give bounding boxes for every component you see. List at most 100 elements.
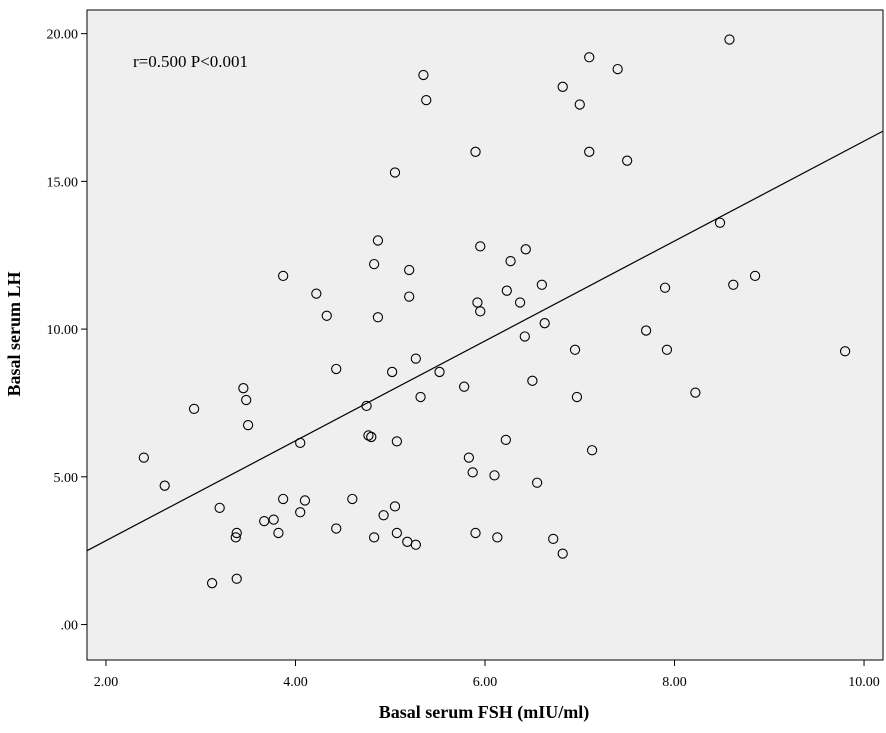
data-point [230,532,241,543]
data-point [389,167,401,178]
data-point [188,403,200,415]
data-point [839,346,851,357]
y-tick-label: .00 [61,619,79,634]
data-point [527,375,538,386]
data-point [238,383,249,394]
data-point [410,353,421,364]
data-point [366,431,377,443]
data-point [321,310,332,321]
data-point [714,217,726,228]
data-point [539,318,550,329]
data-point [242,419,254,431]
data-point [514,297,526,308]
data-point [467,467,478,478]
y-tick-label: 5.00 [54,471,79,486]
data-point [231,527,242,539]
data-point [434,366,445,378]
data-point [378,510,389,521]
data-point [492,532,503,543]
data-point [475,306,486,317]
data-point [519,331,530,342]
data-point [372,235,384,246]
data-point [584,146,595,157]
data-point [347,493,358,505]
data-point [138,452,150,463]
data-point [470,527,481,539]
x-tick-label: 8.00 [662,675,687,690]
data-point [295,507,306,518]
data-point [463,452,475,463]
data-point [415,391,426,403]
data-point [404,291,415,302]
x-tick-label: 6.00 [473,675,498,690]
data-point [389,501,401,512]
correlation-annotation: r=0.500 P<0.001 [133,52,248,71]
data-point [586,445,598,456]
data-point [536,279,548,290]
data-point [661,344,673,355]
data-points [138,34,851,589]
data-point [459,381,470,392]
data-point [268,514,279,525]
data-point [548,533,559,545]
data-point [241,394,252,406]
data-point [520,244,531,255]
data-point [331,363,342,375]
axes: 2.00 4.00 6.00 8.00 10.00 .00 5.00 10.00 15.00 20… [47,28,880,690]
data-point [404,264,415,276]
data-point [295,437,306,448]
data-point [557,81,568,92]
data-point [574,99,585,110]
data-point [386,366,398,378]
regression-line [86,130,884,552]
data-point [659,282,671,293]
data-point [159,480,170,491]
x-tick-label: 2.00 [94,675,119,690]
data-point [418,69,429,81]
data-point [557,548,568,559]
x-tick-label: 4.00 [283,675,308,690]
data-point [501,285,512,296]
data-point [571,391,583,403]
x-tick-label: 10.00 [848,675,880,690]
y-tick-label: 20.00 [47,28,79,43]
data-point [531,477,543,488]
y-tick-label: 10.00 [47,323,79,338]
data-point [505,255,516,267]
data-point [728,279,739,290]
data-point [690,387,701,398]
data-point [368,532,380,543]
data-point [612,63,623,75]
data-point [273,527,284,539]
data-point [311,288,322,299]
data-point [569,344,581,355]
data-point [489,470,500,481]
data-point [621,155,633,166]
data-point [363,430,374,441]
data-point [214,502,225,513]
data-point [724,34,735,45]
data-point [749,270,761,282]
plot-area [86,9,884,661]
y-tick-label: 15.00 [47,175,79,190]
x-axis-title: Basal serum FSH (mIU/ml) [379,702,590,723]
data-point [421,94,432,106]
data-point [410,539,421,550]
data-point [206,578,218,589]
y-axis-title: Basal serum LH [4,271,24,396]
data-point [391,527,403,539]
data-point [372,312,384,323]
data-point [368,258,380,270]
data-point [500,434,511,446]
data-point [278,493,289,505]
data-point [470,146,481,157]
data-point [231,573,242,584]
data-point [584,52,595,63]
data-point [640,325,652,336]
data-point [278,270,289,282]
data-point [299,495,311,506]
data-point [475,241,486,252]
data-point [331,523,342,534]
data-point [361,400,372,412]
